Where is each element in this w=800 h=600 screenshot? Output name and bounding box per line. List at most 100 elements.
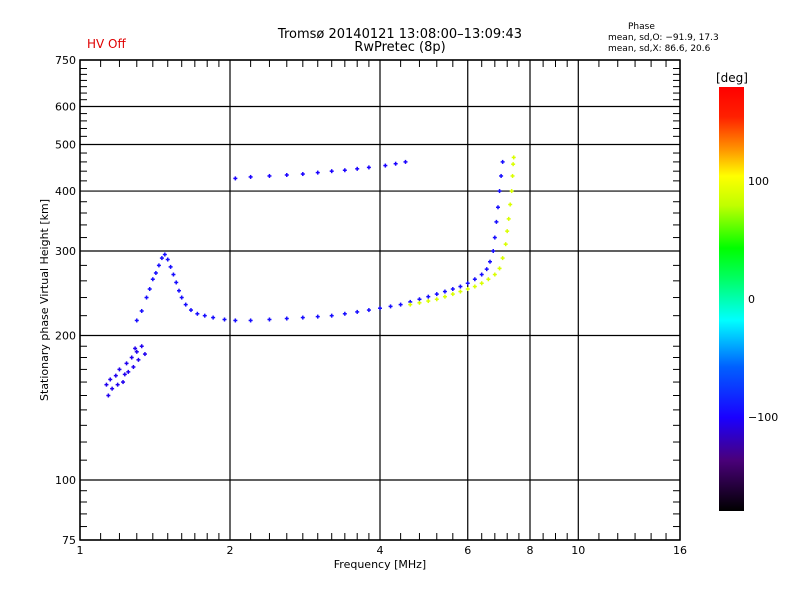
data-point [233, 176, 238, 181]
data-point [142, 352, 147, 357]
y-tick-label: 750 [55, 54, 76, 67]
data-point [329, 169, 334, 174]
data-point [315, 314, 320, 319]
data-point [122, 372, 127, 377]
chart-title-line2: RwPretec (8p) [354, 40, 446, 55]
data-point [222, 317, 227, 322]
data-point [106, 393, 111, 398]
axes [79, 59, 681, 541]
data-point [329, 313, 334, 318]
data-point [117, 367, 122, 372]
x-axis-label: Frequency [MHz] [334, 558, 426, 571]
data-point [458, 284, 463, 289]
phase-stats-x: mean, sd,X: 86.6, 20.6 [608, 44, 711, 54]
data-point [342, 311, 347, 316]
data-point [134, 349, 139, 354]
x-tick-label: 4 [377, 544, 384, 557]
grid-lines [79, 59, 681, 541]
data-point [497, 189, 502, 194]
data-point [492, 235, 497, 240]
data-point [233, 318, 238, 323]
data-point [131, 364, 136, 369]
data-point [492, 272, 497, 277]
x-tick-label: 1 [77, 544, 84, 557]
data-point [510, 173, 515, 178]
data-point [300, 172, 305, 177]
data-point [355, 166, 360, 171]
colorbar-label: [deg] [716, 71, 748, 85]
data-point [355, 309, 360, 314]
y-axis-label: Stationary phase Virtual Height [km] [38, 199, 51, 401]
data-point [108, 377, 113, 382]
data-point [211, 315, 216, 320]
data-point [500, 256, 505, 261]
data-point [472, 277, 477, 282]
data-point [479, 281, 484, 286]
data-point [488, 259, 493, 264]
data-point [511, 162, 516, 167]
data-point [472, 284, 477, 289]
data-point [104, 382, 109, 387]
data-point [495, 205, 500, 210]
data-point [188, 308, 193, 313]
data-point [202, 313, 207, 318]
data-point [511, 155, 516, 160]
data-point [388, 304, 393, 309]
data-point [284, 172, 289, 177]
data-point [284, 316, 289, 321]
y-tick-label: 200 [55, 330, 76, 343]
data-point [267, 317, 272, 322]
data-point [366, 308, 371, 313]
data-point [159, 256, 164, 261]
data-point [508, 202, 513, 207]
data-point [408, 302, 413, 307]
data-point [417, 297, 422, 302]
y-tick-label: 400 [55, 185, 76, 198]
data-point [450, 292, 455, 297]
data-point [147, 287, 152, 292]
data-point [378, 306, 382, 311]
data-point [153, 270, 158, 275]
data-point [248, 174, 253, 179]
data-point [494, 219, 499, 224]
data-point [393, 161, 398, 166]
data-point [458, 289, 463, 294]
data-point [486, 277, 491, 282]
data-point [195, 311, 200, 316]
data-point [134, 318, 139, 323]
data-point [383, 163, 388, 168]
data-point [168, 264, 173, 269]
data-point [267, 173, 272, 178]
data-point [506, 216, 511, 221]
chart-title-line1: Tromsø 20140121 13:08:00–13:09:43 [277, 27, 523, 42]
data-point [366, 165, 371, 170]
data-point [442, 294, 447, 299]
plot-frame [79, 59, 681, 541]
data-point [115, 382, 120, 387]
data-point [479, 272, 484, 277]
data-point [434, 297, 439, 302]
data-point [150, 277, 155, 282]
data-point [156, 263, 161, 268]
y-tick-label: 100 [55, 474, 76, 487]
data-point [450, 287, 455, 292]
x-tick-labels: 1 2 4 6 8 10 16 [77, 544, 688, 557]
data-points [104, 155, 516, 398]
y-tick-label: 300 [55, 245, 76, 258]
data-point [113, 373, 118, 378]
phase-heading: Phase [628, 22, 655, 32]
data-point [500, 159, 505, 164]
data-point [300, 315, 305, 320]
x-tick-label: 2 [227, 544, 234, 557]
data-point [171, 272, 176, 277]
y-tick-labels: 75 100 200 300 400 500 600 750 [55, 54, 76, 547]
x-tick-label: 8 [527, 544, 534, 557]
data-point [129, 355, 134, 360]
x-tick-label: 10 [571, 544, 585, 557]
data-point [121, 380, 126, 385]
data-point [398, 302, 403, 307]
data-point [465, 287, 470, 292]
data-point [342, 168, 347, 173]
data-point [505, 229, 510, 234]
